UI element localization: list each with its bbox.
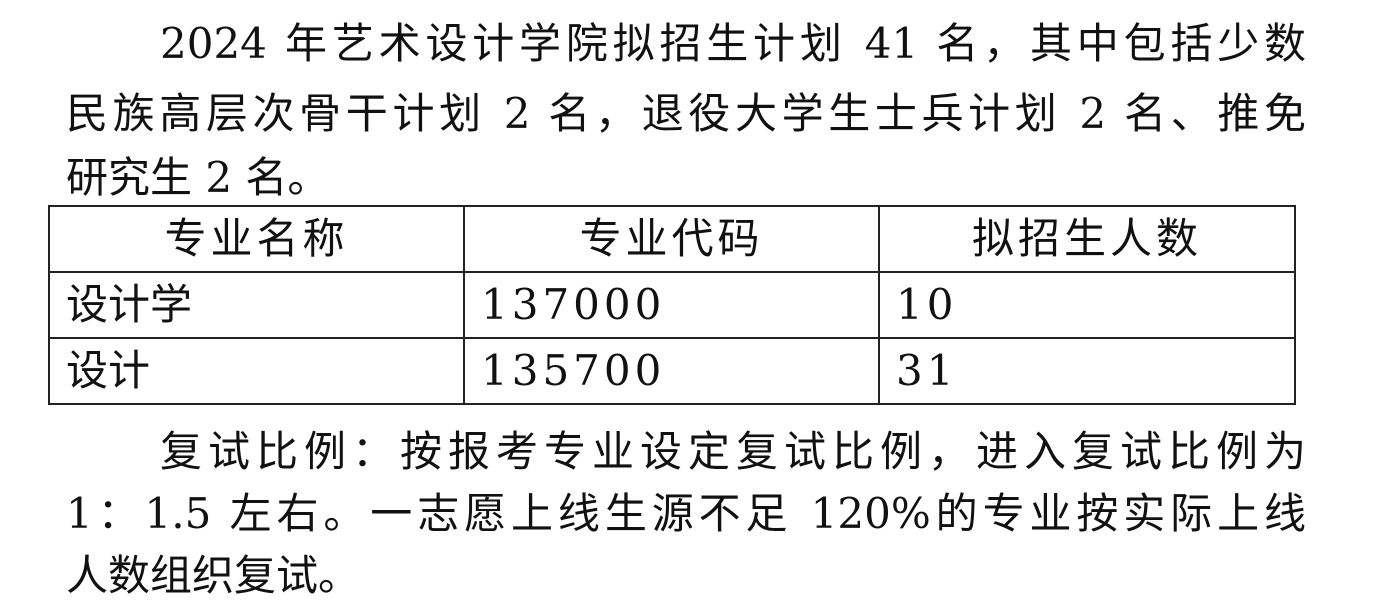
table-row: 设计 135700 31 [48, 337, 1296, 405]
table-row: 设计学 137000 10 [48, 271, 1296, 339]
retest-line-3: 人数组织复试。 [66, 551, 361, 600]
header-major-name: 专业名称 [48, 205, 465, 273]
major-name: 设计学 [48, 271, 465, 339]
intro-line-1: 2024 年艺术设计学院拟招生计划 41 名，其中包括少数 [160, 19, 1306, 68]
intro-line-2: 民族高层次骨干计划 2 名，退役大学生士兵计划 2 名、推免 [66, 89, 1306, 138]
retest-line-1: 复试比例：按报考专业设定复试比例，进入复试比例为 [160, 427, 1306, 476]
planned-enrollment: 31 [878, 337, 1296, 405]
header-planned-enrollment: 拟招生人数 [878, 205, 1296, 273]
major-code: 135700 [463, 337, 880, 405]
major-code: 137000 [463, 271, 880, 339]
intro-line-3: 研究生 2 名。 [66, 153, 330, 202]
table-header-row: 专业名称 专业代码 拟招生人数 [48, 205, 1296, 273]
header-major-code: 专业代码 [463, 205, 880, 273]
major-name: 设计 [48, 337, 465, 405]
retest-line-2: 1：1.5 左右。一志愿上线生源不足 120%的专业按实际上线 [66, 489, 1306, 538]
enrollment-table: 专业名称 专业代码 拟招生人数 设计学 137000 10 设计 135700 … [48, 205, 1296, 405]
planned-enrollment: 10 [878, 271, 1296, 339]
